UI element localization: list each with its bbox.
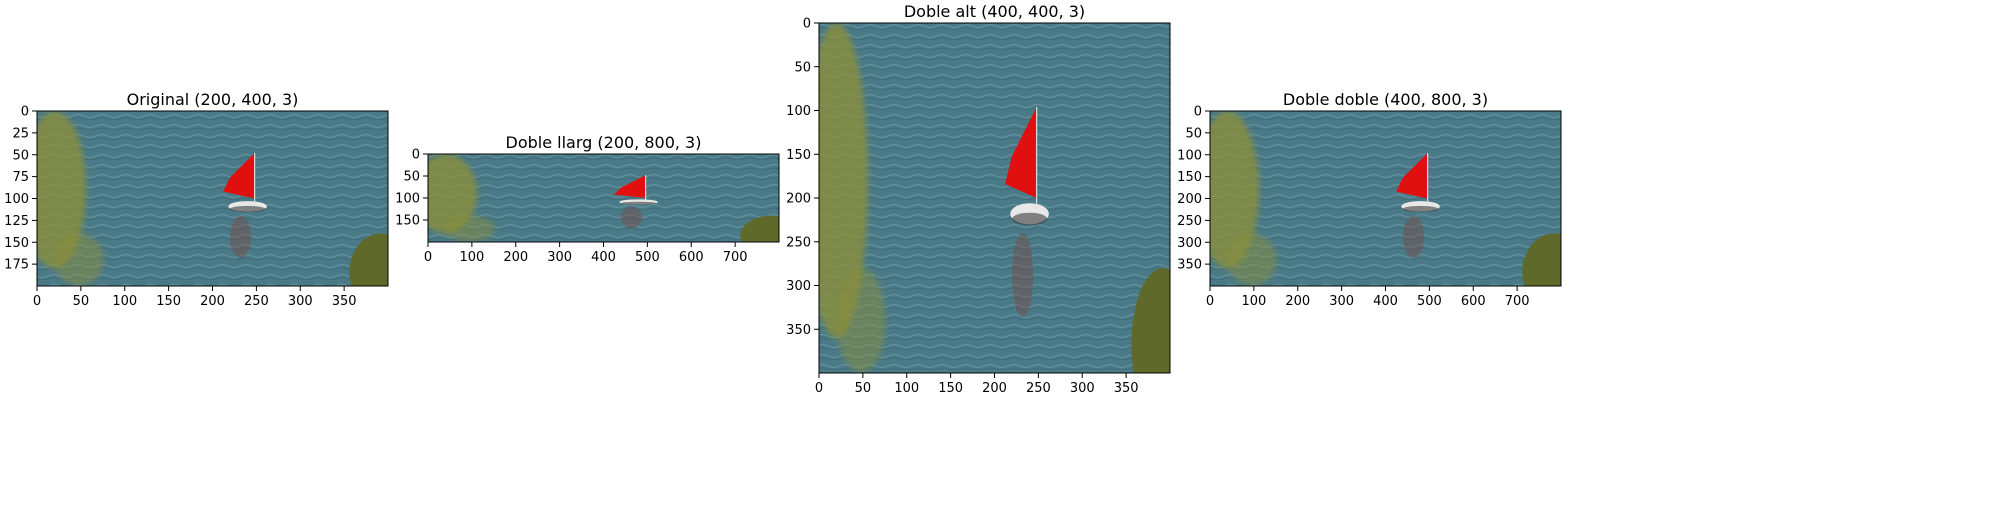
y-tick-label: 175 [4,258,29,273]
boat-hull-shadow [621,201,657,205]
y-tick-label: 150 [395,214,420,229]
x-tick-label: 200 [200,294,225,309]
image-area [37,111,388,286]
y-tick-label: 0 [1194,105,1202,120]
x-tick-label: 100 [112,294,137,309]
y-tick-label: 100 [4,192,29,207]
foliage-left [819,23,869,338]
x-tick-label: 100 [1241,294,1266,309]
image-area [1210,111,1561,286]
foliage-left-lower [54,233,104,286]
y-tick-label: 250 [786,235,811,250]
y-tick-label: 50 [794,60,811,75]
foliage-left-lower [445,215,495,242]
foliage-left [1210,111,1260,269]
x-tick-label: 150 [156,294,181,309]
panel-title: Doble alt (400, 400, 3) [904,2,1085,21]
red-sail [1396,153,1428,199]
x-tick-label: 250 [1026,381,1051,396]
foliage-right [1522,233,1561,286]
boat-reflection [1012,233,1034,317]
x-tick-label: 200 [503,250,528,265]
panel-doble-doble: 0 100 200 300 400 500 600 700 0 50 100 150 200 250 300… [1177,90,1562,309]
foliage-right [349,233,388,286]
boat-hull-shadow [1012,212,1048,226]
x-tick-label: 0 [1206,294,1214,309]
foliage-left-lower [1227,233,1277,286]
y-tick-label: 75 [12,170,29,185]
x-tick-label: 600 [1461,294,1486,309]
x-tick-label: 500 [635,250,660,265]
y-tick-label: 150 [1177,170,1202,185]
x-tick-label: 400 [1373,294,1398,309]
image-area [428,154,779,242]
x-tick-label: 300 [547,250,572,265]
x-tick-label: 600 [679,250,704,265]
y-tick-label: 0 [803,17,811,32]
x-tick-label: 50 [855,381,872,396]
red-sail [223,153,255,199]
y-tick-label: 350 [786,323,811,338]
x-tick-label: 700 [723,250,748,265]
y-tick-label: 25 [12,126,29,141]
boat-reflection [230,216,252,258]
y-tick-label: 200 [1177,192,1202,207]
y-tick-label: 50 [1185,126,1202,141]
y-tick-label: 150 [4,236,29,251]
x-tick-label: 300 [1329,294,1354,309]
panel-title: Doble llarg (200, 800, 3) [506,133,702,152]
x-tick-label: 200 [982,381,1007,396]
foliage-right [1131,268,1170,373]
boat-hull-shadow [1403,205,1439,213]
y-tick-label: 0 [412,148,420,163]
x-tick-label: 0 [424,250,432,265]
x-tick-label: 100 [894,381,919,396]
boat-reflection [621,206,643,228]
x-tick-label: 150 [938,381,963,396]
x-tick-label: 250 [244,294,269,309]
red-sail [614,175,646,198]
x-tick-label: 100 [459,250,484,265]
x-tick-label: 0 [815,381,823,396]
foliage-left-lower [836,268,886,373]
panel-original: 0 50 100 150 200 250 300 350 0 25 50 75 100 125 150 175… [4,90,389,309]
y-tick-label: 50 [12,148,29,163]
y-tick-label: 200 [786,192,811,207]
x-tick-label: 200 [1285,294,1310,309]
y-tick-label: 350 [1177,258,1202,273]
y-tick-label: 250 [1177,214,1202,229]
x-tick-label: 50 [73,294,90,309]
y-tick-label: 150 [786,148,811,163]
x-tick-label: 300 [288,294,313,309]
x-tick-label: 400 [591,250,616,265]
panel-doble-llarg: 0 100 200 300 400 500 600 700 0 50 100 150 Doble lla… [395,133,780,265]
red-sail [1005,107,1037,198]
x-tick-label: 0 [33,294,41,309]
x-tick-label: 500 [1417,294,1442,309]
panel-title: Doble doble (400, 800, 3) [1283,90,1488,109]
boat-reflection [1403,216,1425,258]
y-tick-label: 100 [786,104,811,119]
foliage-right [740,215,779,242]
x-tick-label: 350 [1114,381,1139,396]
y-tick-label: 100 [1177,148,1202,163]
y-tick-label: 50 [403,170,420,185]
x-tick-label: 350 [332,294,357,309]
y-tick-label: 300 [1177,236,1202,251]
y-tick-label: 100 [395,192,420,207]
image-area [819,23,1170,373]
y-tick-label: 300 [786,279,811,294]
panel-doble-alt: 0 50 100 150 200 250 300 350 0 50 100 150 200 250 300 3… [786,2,1171,396]
y-tick-label: 0 [21,105,29,120]
foliage-left [37,111,87,269]
panel-title: Original (200, 400, 3) [127,90,299,109]
x-tick-label: 700 [1505,294,1530,309]
foliage-left [428,154,478,234]
boat-hull-shadow [230,205,266,213]
x-tick-label: 300 [1070,381,1095,396]
y-tick-label: 125 [4,214,29,229]
